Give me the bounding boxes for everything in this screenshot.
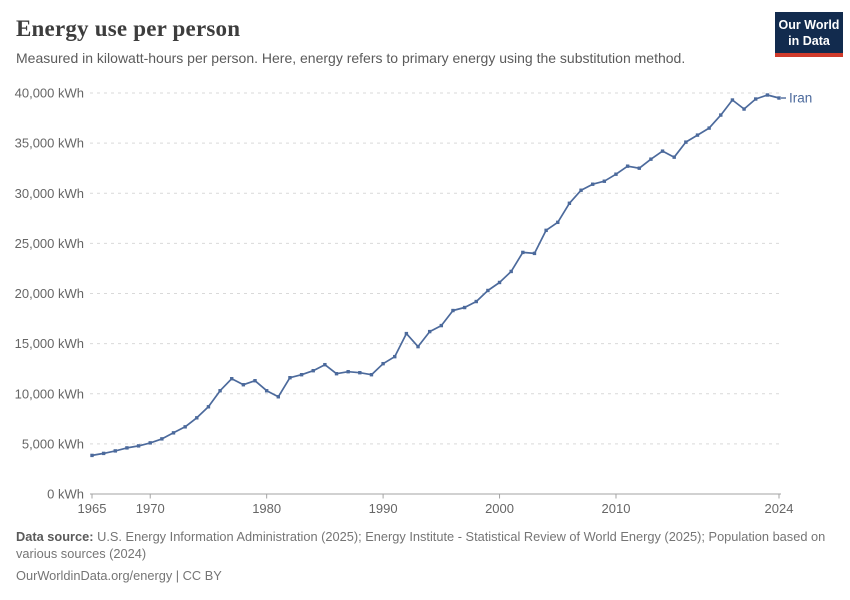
x-tick-label: 2024 [765, 501, 794, 516]
data-point [427, 329, 432, 334]
data-point [637, 166, 641, 170]
data-point [602, 179, 607, 183]
data-point [474, 299, 478, 304]
data-point [497, 280, 502, 285]
y-tick-label: 35,000 kWh [15, 136, 84, 151]
data-point [288, 376, 292, 380]
x-tick-label: 1980 [252, 501, 281, 516]
data-point [451, 308, 455, 313]
data-source-text: U.S. Energy Information Administration (… [16, 529, 826, 562]
data-point [672, 155, 676, 159]
data-point [719, 113, 723, 117]
data-point [754, 97, 758, 101]
data-point [90, 453, 94, 458]
data-point [183, 425, 187, 429]
y-tick-label: 0 kWh [47, 487, 84, 502]
y-tick-label: 15,000 kWh [15, 336, 84, 351]
data-point [276, 395, 281, 399]
data-point [393, 354, 397, 359]
y-tick-label: 5,000 kWh [22, 436, 84, 451]
footer-link-line: OurWorldinData.org/energy | CC BY [16, 568, 222, 584]
x-tick-label: 1965 [78, 501, 107, 516]
data-point [334, 372, 339, 376]
y-tick-label: 40,000 kWh [15, 86, 84, 101]
data-point [765, 93, 770, 97]
data-point [346, 369, 350, 374]
data-point [101, 451, 106, 456]
data-point [160, 437, 164, 441]
data-point [649, 157, 653, 161]
data-point [532, 251, 537, 256]
data-point [556, 220, 560, 225]
owid-logo: Our World in Data [775, 12, 843, 57]
data-point [299, 373, 304, 377]
data-point [684, 140, 688, 144]
data-point [311, 368, 315, 373]
data-point [614, 172, 618, 176]
data-point [369, 373, 374, 377]
data-point [567, 201, 572, 205]
data-point [148, 441, 152, 445]
data-point [136, 444, 141, 448]
data-line [91, 94, 780, 457]
data-point [695, 133, 700, 137]
data-point [579, 188, 583, 192]
data-point [323, 362, 327, 367]
chart-footer: Data source: U.S. Energy Information Adm… [16, 528, 836, 584]
data-source-label: Data source: [16, 529, 94, 544]
owid-logo-line1: Our World [778, 18, 840, 32]
data-point [777, 96, 781, 100]
x-tick-label: 1990 [369, 501, 398, 516]
data-point [462, 305, 467, 310]
data-point [416, 344, 420, 349]
data-point [125, 446, 129, 450]
data-point [218, 389, 222, 393]
owid-logo-line2: in Data [788, 34, 830, 48]
x-tick-label: 2000 [485, 501, 514, 516]
data-point [660, 149, 665, 153]
series-end-label: Iran [789, 91, 812, 106]
data-point [206, 405, 211, 409]
data-point [253, 379, 257, 383]
y-tick-label: 10,000 kWh [15, 386, 84, 401]
data-point [241, 383, 246, 387]
data-point [625, 164, 630, 168]
y-tick-label: 25,000 kWh [15, 236, 84, 251]
data-point [742, 107, 746, 111]
data-source-line: Data source: U.S. Energy Information Adm… [16, 528, 836, 562]
data-point [195, 416, 199, 420]
chart-subtitle: Measured in kilowatt-hours per person. H… [16, 50, 686, 67]
data-point [381, 361, 385, 366]
y-tick-label: 30,000 kWh [15, 186, 84, 201]
data-point [358, 370, 362, 375]
data-point [509, 269, 513, 274]
chart-title: Energy use per person [16, 16, 241, 41]
data-point [521, 250, 525, 255]
data-point [171, 431, 176, 435]
data-point [707, 126, 711, 130]
data-point [544, 228, 548, 233]
x-tick-label: 2010 [602, 501, 631, 516]
line-chart: 0 kWh 5,000 kWh 10,000 kWh 15,000 kWh 20,000… [15, 86, 813, 517]
data-point [730, 98, 735, 102]
data-point [486, 288, 490, 293]
data-point [230, 377, 234, 381]
data-point [113, 449, 117, 453]
x-tick-label: 1970 [136, 501, 165, 516]
data-point [439, 323, 444, 328]
data-point [404, 331, 409, 336]
y-tick-label: 20,000 kWh [15, 286, 84, 301]
chart-header: Energy use per person Measured in kilowa… [16, 0, 850, 68]
data-point [590, 182, 595, 186]
data-point [264, 389, 269, 393]
